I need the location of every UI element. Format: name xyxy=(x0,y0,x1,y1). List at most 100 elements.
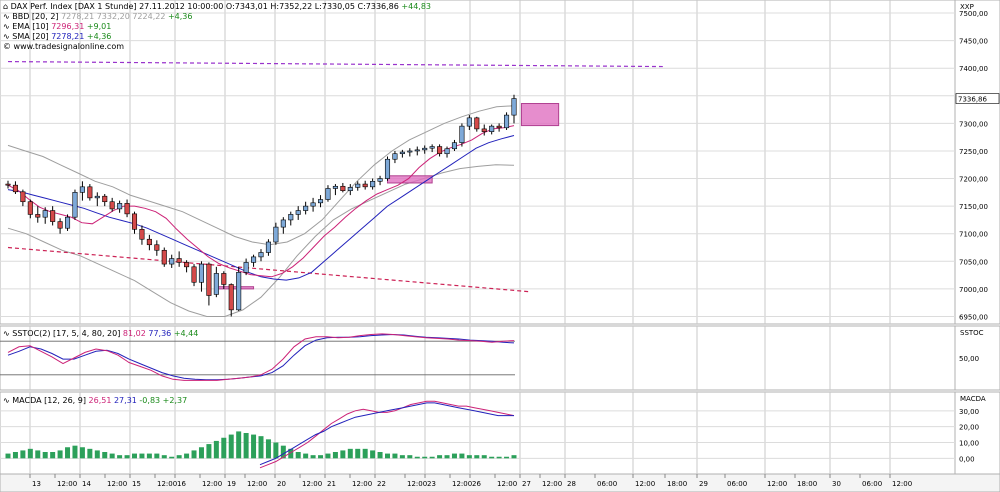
x-tick-label: 12:00 xyxy=(247,480,267,488)
candle-up xyxy=(280,219,286,228)
candle-up xyxy=(64,216,71,229)
y-tick-label: 7450,00 xyxy=(959,38,988,46)
x-tick-label: 16 xyxy=(177,480,186,488)
x-tick-label: 12:00 xyxy=(407,480,427,488)
legend-sma[interactable]: ∿ SMA [20] 7278,21 +4,36 xyxy=(3,32,112,41)
macd-signal-line xyxy=(259,400,515,469)
macd-histogram-bar xyxy=(459,453,465,459)
candle-down xyxy=(139,229,145,240)
macd-histogram-bar xyxy=(42,452,48,459)
macd-histogram-bar xyxy=(422,456,428,459)
sstoc-panel-background xyxy=(0,325,956,391)
title-line: ⌂ DAX Perf. Index [DAX 1 Stunde] 27.11.2… xyxy=(3,2,431,12)
macd-histogram-bar xyxy=(65,447,71,459)
x-tick-label: 12:00 xyxy=(542,480,562,488)
macd-histogram-bar xyxy=(489,456,495,459)
candle-down xyxy=(131,213,138,230)
macd-histogram-bar xyxy=(198,447,204,459)
macd-histogram-bar xyxy=(251,434,257,459)
macd-histogram-bar xyxy=(161,455,167,459)
macd-histogram-bar xyxy=(228,434,234,459)
candle-up xyxy=(258,252,264,258)
candle-up xyxy=(370,181,376,188)
macd-histogram-bar xyxy=(347,448,353,459)
candle-up xyxy=(310,202,316,207)
x-tick-label: 23 xyxy=(427,480,436,488)
candle-up xyxy=(377,178,383,182)
candle-up xyxy=(384,158,391,179)
legend-ema[interactable]: ∿ EMA [10] 7296,31 +9,01 xyxy=(3,22,112,31)
candle-down xyxy=(5,183,11,186)
x-tick-label: 19 xyxy=(227,480,236,488)
x-tick-label: 20 xyxy=(277,480,286,488)
candle-down xyxy=(35,214,41,218)
indicator-icon: ∿ xyxy=(3,12,10,21)
macd-histogram-bar xyxy=(362,448,368,459)
macd-histogram-bar xyxy=(176,455,182,459)
candle-down xyxy=(206,263,212,296)
macd-histogram-bar xyxy=(236,431,242,459)
macd-legend[interactable]: ∿ MACDA [12, 26, 9] 26,51 27,31 -0,83 +2… xyxy=(3,396,188,405)
candle-up xyxy=(429,146,435,149)
macd-histogram-bar xyxy=(444,455,450,459)
candle-up xyxy=(355,183,361,188)
candle-down xyxy=(50,210,56,222)
macd-histogram-bar xyxy=(27,448,33,459)
x-tick-label: 13 xyxy=(32,480,41,488)
sma20-line xyxy=(7,135,515,281)
candle-up xyxy=(42,210,48,218)
macd-histogram-bar xyxy=(407,455,413,459)
axis-tag-xxp: XXP xyxy=(960,3,974,11)
x-tick-label: 28 xyxy=(567,480,576,488)
date-label: 27.11.2012 10:00:00 xyxy=(139,2,224,11)
macd-histogram-bar xyxy=(392,453,398,459)
candle-up xyxy=(317,199,324,204)
macd-axis-tag: MACDA xyxy=(960,395,986,403)
x-tick-label: 18:00 xyxy=(667,480,687,488)
legend-bbd[interactable]: ∿ BBD [20, 2] 7278,21 7332,20 7224,22 +4… xyxy=(3,12,193,21)
candle-down xyxy=(362,183,368,188)
candle-up xyxy=(236,272,242,311)
macd-histogram-bar xyxy=(102,452,108,459)
y-tick-label: 7000,00 xyxy=(959,286,988,294)
macd-histogram-bar xyxy=(429,456,435,459)
candle-up xyxy=(504,114,510,129)
sstoc-d-line xyxy=(7,333,515,381)
x-tick-label: 12:00 xyxy=(157,480,177,488)
candle-down xyxy=(228,284,234,311)
candle-up xyxy=(265,241,271,253)
candle-up xyxy=(251,256,257,263)
candle-down xyxy=(176,258,182,263)
candle-up xyxy=(303,205,309,211)
macd-histogram-bar xyxy=(437,455,443,459)
price-panel-background xyxy=(0,0,956,325)
x-tick-label: 29 xyxy=(699,480,708,488)
candle-up xyxy=(444,148,450,155)
candle-up xyxy=(511,98,517,116)
macd-histogram-bar xyxy=(325,453,331,459)
x-tick-label: 27 xyxy=(522,480,531,488)
macd-y-tick: 20,00 xyxy=(959,424,979,432)
sstoc-legend[interactable]: ∿ SSTOC(2) [17, 5, 4, 80, 20] 81,02 77,3… xyxy=(3,329,199,338)
y-tick-label: 7300,00 xyxy=(959,120,988,128)
price-tag-label: 7336,86 xyxy=(958,96,987,104)
macd-histogram-bar xyxy=(340,450,346,459)
macd-histogram-bar xyxy=(12,452,18,459)
macd-histogram-bar xyxy=(258,436,264,459)
x-tick-label: 12:00 xyxy=(767,480,787,488)
macd-histogram-bar xyxy=(94,450,100,459)
macd-histogram-bar xyxy=(109,453,115,459)
candle-up xyxy=(169,258,175,265)
macd-histogram-bar xyxy=(79,447,85,459)
candle-up xyxy=(325,188,331,200)
macd-histogram-bar xyxy=(310,455,316,459)
macd-histogram-bar xyxy=(169,456,175,459)
x-tick-label: 12:00 xyxy=(202,480,222,488)
candle-down xyxy=(124,203,130,215)
macd-histogram-bar xyxy=(504,456,510,459)
candle-up xyxy=(213,273,219,295)
indicator-icon: ∿ xyxy=(3,396,10,405)
macd-histogram-bar xyxy=(280,445,286,459)
candle-up xyxy=(414,149,420,152)
